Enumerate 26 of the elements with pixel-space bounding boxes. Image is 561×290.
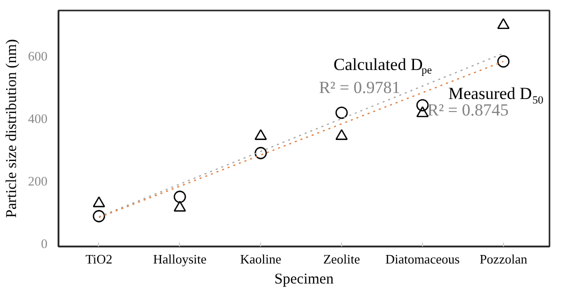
x-tick-label: TiO2 — [85, 252, 112, 266]
point — [174, 190, 186, 203]
x-tick-label: Pozzolan — [480, 252, 528, 266]
point — [92, 210, 106, 222]
x-tick-label: Halloysite — [153, 252, 207, 266]
point — [335, 106, 348, 119]
y-tick-label: 0 — [41, 236, 48, 251]
annotation: R² = 0.8745 — [427, 100, 509, 120]
point — [254, 146, 267, 160]
point — [254, 129, 267, 140]
point — [497, 18, 510, 30]
point — [416, 106, 429, 118]
annotation: R² = 0.9781 — [318, 78, 400, 98]
point — [92, 196, 106, 208]
x-tick-label: Kaoline — [240, 252, 282, 266]
y-tick-label: 200 — [28, 173, 48, 188]
y-tick-label: 600 — [28, 48, 48, 64]
point — [416, 99, 429, 112]
y-tick-label: 400 — [28, 110, 48, 126]
x-axis-title: Specimen — [274, 272, 334, 288]
x-tick-label: Zeolite — [323, 252, 360, 266]
y-axis-title: Particle size distribution (nm) — [4, 39, 20, 218]
point — [497, 55, 510, 68]
point — [335, 129, 348, 140]
point — [174, 200, 186, 212]
x-tick-label: Diatomaceous — [385, 252, 460, 266]
